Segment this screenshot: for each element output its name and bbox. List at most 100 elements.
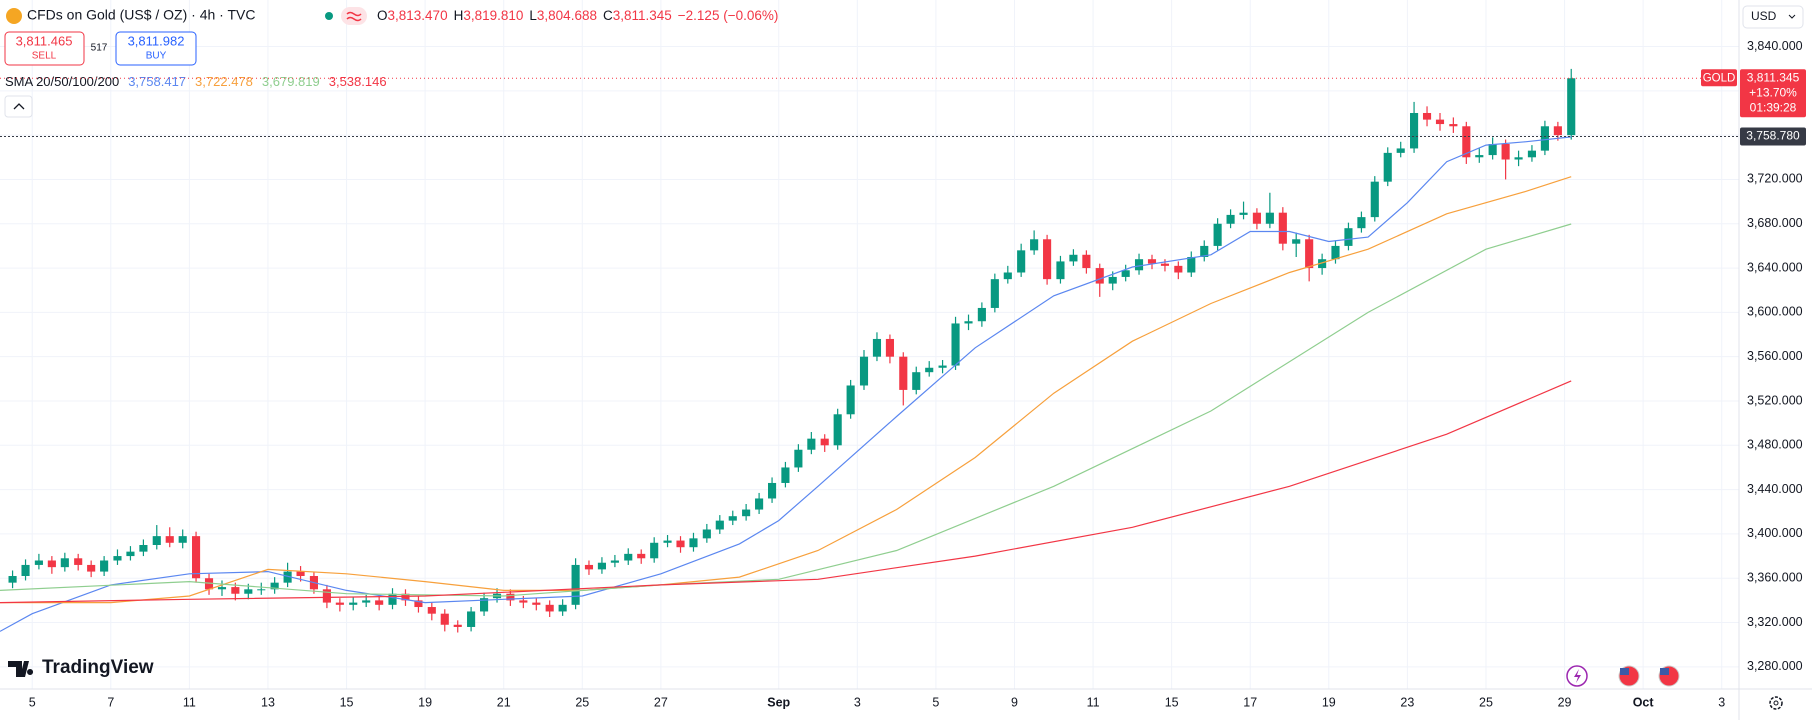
x-tick-label: 23 bbox=[1400, 695, 1414, 709]
ohlc-key: L bbox=[529, 8, 537, 23]
candle-body bbox=[1344, 228, 1353, 246]
collapse-button[interactable] bbox=[4, 95, 33, 118]
candle-body bbox=[1410, 112, 1419, 149]
candle-body bbox=[1462, 126, 1471, 158]
candle-body bbox=[322, 589, 331, 603]
candle-body bbox=[87, 564, 96, 572]
event-flag bbox=[1660, 668, 1669, 675]
x-tick-label: 3 bbox=[1718, 695, 1725, 709]
ohlc-legend: O3,813.470 H3,819.810 L3,804.688 C3,811.345… bbox=[377, 8, 778, 23]
x-tick-label: 19 bbox=[418, 695, 432, 709]
x-tick-label: 27 bbox=[654, 695, 668, 709]
candle-body bbox=[807, 438, 816, 450]
price-tag-text: 01:39:28 bbox=[1750, 100, 1797, 114]
candle-body bbox=[1213, 223, 1222, 246]
ohlc-value: 3,804.688 bbox=[537, 8, 597, 23]
candle-body bbox=[479, 598, 489, 612]
candle-body bbox=[47, 560, 56, 568]
x-tick-label: 7 bbox=[107, 695, 114, 709]
settings-button[interactable] bbox=[1769, 696, 1783, 710]
x-tick-label: 15 bbox=[340, 695, 354, 709]
candle-body bbox=[1318, 259, 1327, 269]
y-tick-label: 3,720.000 bbox=[1747, 172, 1803, 186]
candle-body bbox=[964, 321, 973, 324]
candle-body bbox=[375, 600, 384, 605]
candle-body bbox=[1435, 119, 1445, 125]
buy-label: BUY bbox=[146, 51, 167, 62]
candle-body bbox=[349, 602, 358, 605]
spread: 517 bbox=[91, 43, 108, 54]
collapse-box bbox=[4, 95, 33, 118]
candle-body bbox=[872, 338, 882, 357]
x-tick-label: 11 bbox=[183, 695, 196, 709]
candle-body bbox=[597, 562, 606, 570]
candle-body bbox=[584, 564, 594, 570]
sma-value: 3,538.146 bbox=[329, 74, 387, 89]
candle-body bbox=[781, 467, 790, 483]
event-glyph bbox=[1574, 669, 1581, 683]
price-tag-text: 3,758.780 bbox=[1746, 129, 1800, 143]
sma-label: SMA 20/50/100/200 bbox=[5, 74, 119, 89]
sma-value: 3,722.478 bbox=[195, 74, 253, 89]
sell-box bbox=[4, 31, 85, 66]
sma-value: 3,758.417 bbox=[128, 74, 186, 89]
currency-box bbox=[1742, 5, 1804, 29]
status-icon bbox=[346, 11, 362, 22]
y-tick-label: 3,440.000 bbox=[1747, 482, 1803, 496]
sma-line bbox=[0, 380, 1572, 604]
candle-body bbox=[545, 604, 554, 612]
candle-body bbox=[899, 356, 908, 390]
candle-body bbox=[126, 551, 135, 557]
candle-body bbox=[532, 602, 541, 605]
candle-body bbox=[1292, 239, 1301, 244]
sell-price: 3,811.465 bbox=[16, 33, 73, 48]
candle-body bbox=[296, 571, 305, 577]
candle-body bbox=[833, 414, 842, 446]
logo-mark bbox=[8, 661, 34, 677]
y-tick-label: 3,680.000 bbox=[1747, 216, 1803, 230]
candle-body bbox=[217, 587, 227, 590]
candle-body bbox=[1043, 239, 1052, 280]
candle-body bbox=[1370, 181, 1379, 218]
buy-price: 3,811.982 bbox=[128, 33, 185, 48]
candle-body bbox=[1475, 155, 1484, 158]
candle-body bbox=[951, 323, 960, 366]
y-tick-label: 3,320.000 bbox=[1747, 615, 1803, 629]
candle-body bbox=[1449, 124, 1458, 127]
candle-body bbox=[558, 604, 567, 612]
sell-button[interactable]: 3,811.465 SELL bbox=[4, 31, 85, 66]
candle-body bbox=[100, 560, 109, 572]
collapse-icon bbox=[13, 103, 25, 110]
x-tick-label: Oct bbox=[1633, 695, 1655, 709]
price-tag bbox=[1740, 69, 1806, 118]
candle-body bbox=[938, 365, 947, 368]
y-tick-label: 3,360.000 bbox=[1747, 571, 1803, 585]
candle-body bbox=[794, 449, 803, 468]
candle-body bbox=[1147, 259, 1157, 264]
x-tick-label: 11 bbox=[1087, 695, 1100, 709]
candle-body bbox=[1108, 276, 1117, 284]
candle-body bbox=[1056, 261, 1065, 280]
x-tick-label: 15 bbox=[1165, 695, 1179, 709]
symbol-icon bbox=[6, 8, 22, 24]
candle-body bbox=[1567, 78, 1576, 136]
x-tick-label: Sep bbox=[767, 695, 790, 709]
candle-body bbox=[1527, 150, 1536, 158]
candle-body bbox=[728, 516, 737, 521]
candle-body bbox=[1357, 217, 1366, 229]
x-tick-label: 25 bbox=[1479, 695, 1493, 709]
candle-body bbox=[663, 540, 672, 543]
candle-body bbox=[1187, 256, 1196, 273]
x-tick-label: 5 bbox=[29, 695, 36, 709]
x-tick-label: 3 bbox=[854, 695, 861, 709]
candle-body bbox=[689, 538, 698, 548]
y-tick-label: 3,400.000 bbox=[1747, 526, 1803, 540]
buy-button[interactable]: 3,811.982 BUY bbox=[115, 31, 197, 66]
sma-line bbox=[0, 176, 1572, 604]
candle-body bbox=[755, 498, 764, 510]
currency-button[interactable]: USD bbox=[1742, 5, 1804, 29]
candle-body bbox=[231, 587, 240, 594]
logo-text: TradingView bbox=[42, 657, 154, 678]
candle-body bbox=[1030, 239, 1039, 251]
candle-body bbox=[139, 544, 148, 552]
